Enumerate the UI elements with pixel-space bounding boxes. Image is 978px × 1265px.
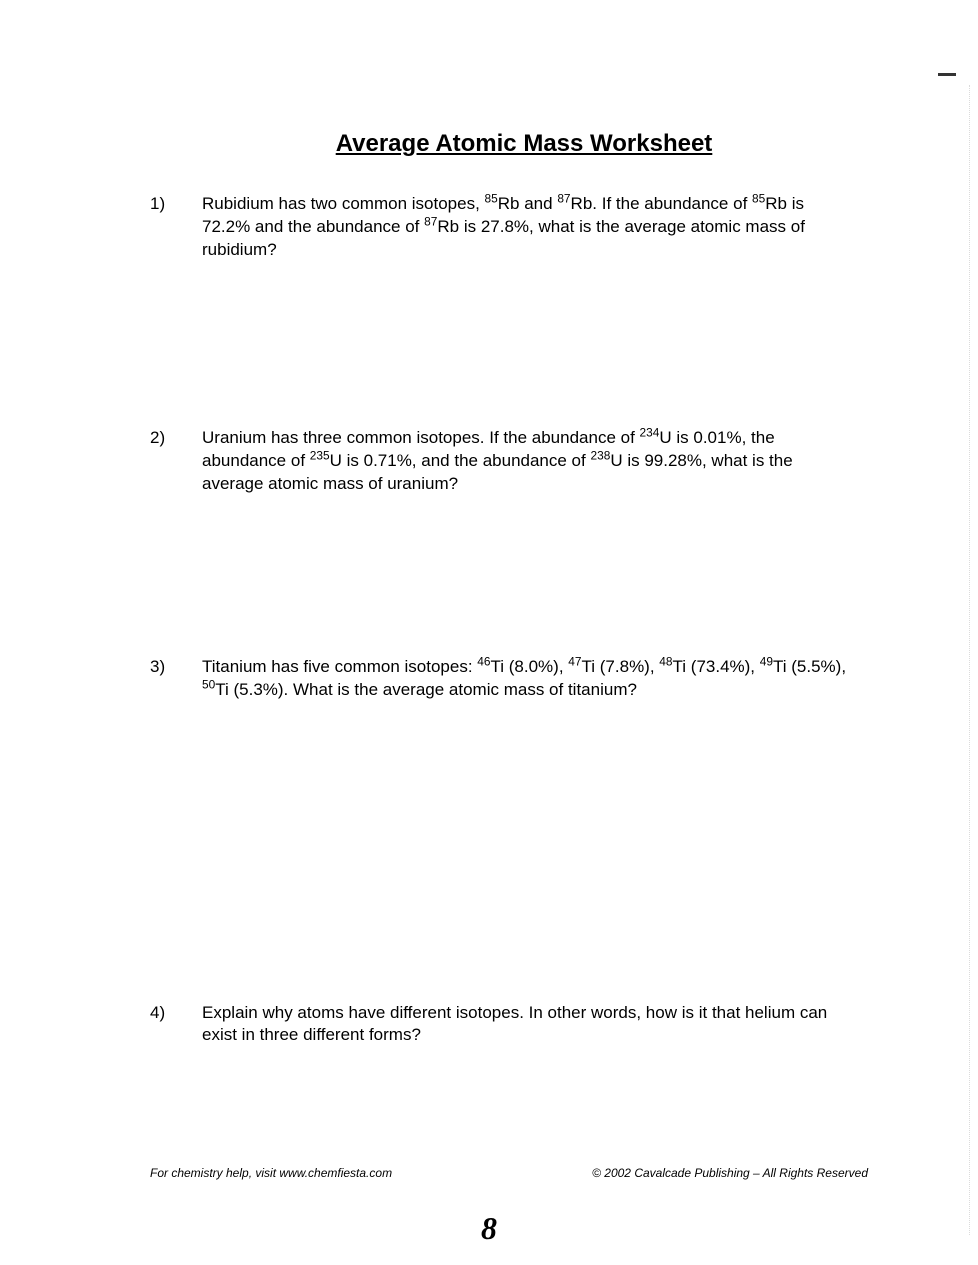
question-number: 2): [150, 427, 202, 496]
scan-edge-line: [969, 85, 970, 1235]
question-1: 1) Rubidium has two common isotopes, 85R…: [150, 193, 868, 262]
question-text: Titanium has five common isotopes: 46Ti …: [202, 656, 868, 702]
question-number: 4): [150, 1002, 202, 1048]
footer-left: For chemistry help, visit www.chemfiesta…: [150, 1166, 392, 1180]
question-text: Rubidium has two common isotopes, 85Rb a…: [202, 193, 868, 262]
footer: For chemistry help, visit www.chemfiesta…: [150, 1166, 868, 1180]
scan-artifact: [938, 73, 956, 76]
worksheet-page: Average Atomic Mass Worksheet 1) Rubidiu…: [0, 0, 978, 1265]
worksheet-title: Average Atomic Mass Worksheet: [180, 130, 868, 158]
footer-right: © 2002 Cavalcade Publishing – All Rights…: [592, 1166, 868, 1180]
question-text: Uranium has three common isotopes. If th…: [202, 427, 868, 496]
question-number: 3): [150, 656, 202, 702]
question-2: 2) Uranium has three common isotopes. If…: [150, 427, 868, 496]
question-number: 1): [150, 193, 202, 262]
page-number: 8: [481, 1210, 497, 1247]
question-3: 3) Titanium has five common isotopes: 46…: [150, 656, 868, 702]
question-text: Explain why atoms have different isotope…: [202, 1002, 868, 1048]
question-4: 4) Explain why atoms have different isot…: [150, 1002, 868, 1048]
